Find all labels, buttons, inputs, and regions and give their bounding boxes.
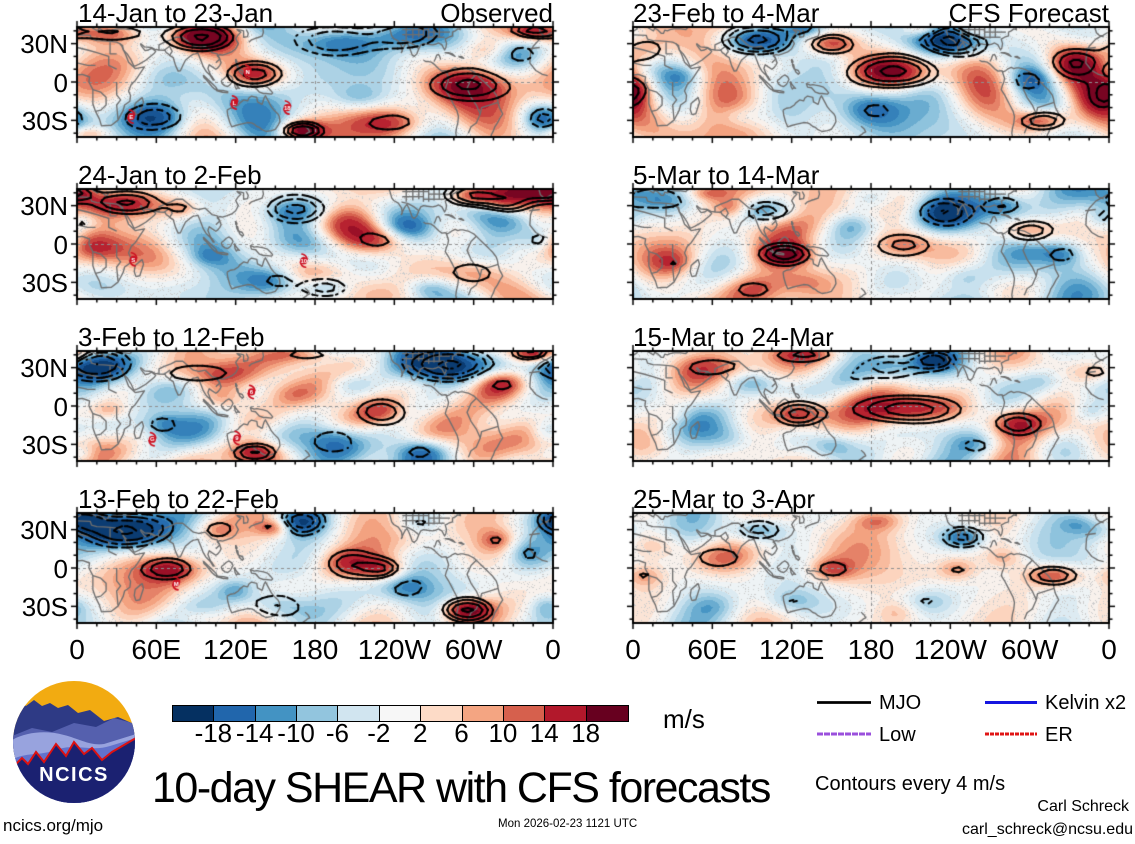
svg-text:NCICS: NCICS: [39, 764, 109, 786]
